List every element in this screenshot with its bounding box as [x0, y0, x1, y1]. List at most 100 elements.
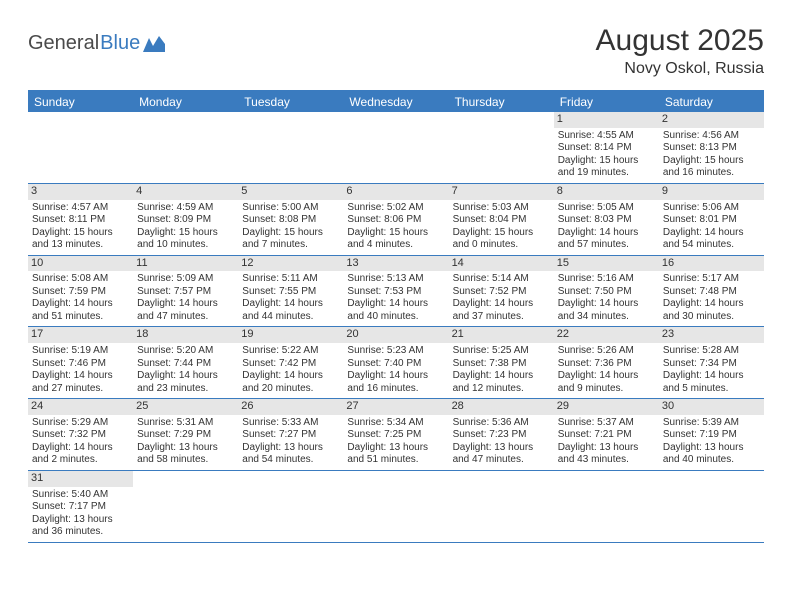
- daylight-line: Daylight: 14 hours and 44 minutes.: [242, 298, 339, 323]
- day-cell: 21Sunrise: 5:25 AMSunset: 7:38 PMDayligh…: [449, 327, 554, 398]
- sunset-line: Sunset: 7:27 PM: [242, 429, 339, 442]
- day-cell: [449, 112, 554, 183]
- day-number: 27: [343, 399, 448, 415]
- daylight-line: Daylight: 14 hours and 27 minutes.: [32, 370, 129, 395]
- day-number: 2: [659, 112, 764, 128]
- day-cell: 20Sunrise: 5:23 AMSunset: 7:40 PMDayligh…: [343, 327, 448, 398]
- day-cell: [238, 112, 343, 183]
- daylight-line: Daylight: 14 hours and 2 minutes.: [32, 442, 129, 467]
- daylight-line: Daylight: 14 hours and 16 minutes.: [347, 370, 444, 395]
- day-number: 4: [133, 184, 238, 200]
- day-cell: 28Sunrise: 5:36 AMSunset: 7:23 PMDayligh…: [449, 399, 554, 470]
- day-number: 5: [238, 184, 343, 200]
- sunset-line: Sunset: 7:42 PM: [242, 358, 339, 371]
- day-cell: 15Sunrise: 5:16 AMSunset: 7:50 PMDayligh…: [554, 256, 659, 327]
- day-cell: 18Sunrise: 5:20 AMSunset: 7:44 PMDayligh…: [133, 327, 238, 398]
- day-header: Sunday: [28, 92, 133, 112]
- sunset-line: Sunset: 7:52 PM: [453, 286, 550, 299]
- sunset-line: Sunset: 7:32 PM: [32, 429, 129, 442]
- day-number: 19: [238, 327, 343, 343]
- day-number: 14: [449, 256, 554, 272]
- day-cell: [449, 471, 554, 542]
- day-cell: [133, 471, 238, 542]
- daylight-line: Daylight: 14 hours and 57 minutes.: [558, 227, 655, 252]
- sunrise-line: Sunrise: 5:28 AM: [663, 345, 760, 358]
- sunrise-line: Sunrise: 5:37 AM: [558, 417, 655, 430]
- sunset-line: Sunset: 8:03 PM: [558, 214, 655, 227]
- week-row: 31Sunrise: 5:40 AMSunset: 7:17 PMDayligh…: [28, 471, 764, 543]
- daylight-line: Daylight: 15 hours and 7 minutes.: [242, 227, 339, 252]
- day-cell: 8Sunrise: 5:05 AMSunset: 8:03 PMDaylight…: [554, 184, 659, 255]
- sunrise-line: Sunrise: 5:29 AM: [32, 417, 129, 430]
- day-number: 22: [554, 327, 659, 343]
- day-number: 1: [554, 112, 659, 128]
- day-number: 17: [28, 327, 133, 343]
- weeks-container: 1Sunrise: 4:55 AMSunset: 8:14 PMDaylight…: [28, 112, 764, 543]
- daylight-line: Daylight: 14 hours and 34 minutes.: [558, 298, 655, 323]
- day-number: 8: [554, 184, 659, 200]
- day-number: 16: [659, 256, 764, 272]
- day-cell: [28, 112, 133, 183]
- sunrise-line: Sunrise: 5:22 AM: [242, 345, 339, 358]
- sunset-line: Sunset: 7:34 PM: [663, 358, 760, 371]
- sunrise-line: Sunrise: 5:19 AM: [32, 345, 129, 358]
- day-number: 24: [28, 399, 133, 415]
- day-cell: 4Sunrise: 4:59 AMSunset: 8:09 PMDaylight…: [133, 184, 238, 255]
- sunset-line: Sunset: 7:57 PM: [137, 286, 234, 299]
- daylight-line: Daylight: 14 hours and 51 minutes.: [32, 298, 129, 323]
- sunset-line: Sunset: 8:14 PM: [558, 142, 655, 155]
- daylight-line: Daylight: 13 hours and 36 minutes.: [32, 514, 129, 539]
- daylight-line: Daylight: 13 hours and 40 minutes.: [663, 442, 760, 467]
- sunset-line: Sunset: 7:38 PM: [453, 358, 550, 371]
- day-cell: 10Sunrise: 5:08 AMSunset: 7:59 PMDayligh…: [28, 256, 133, 327]
- sunset-line: Sunset: 8:11 PM: [32, 214, 129, 227]
- sunset-line: Sunset: 8:06 PM: [347, 214, 444, 227]
- sunrise-line: Sunrise: 5:31 AM: [137, 417, 234, 430]
- sunset-line: Sunset: 7:48 PM: [663, 286, 760, 299]
- day-header: Tuesday: [238, 92, 343, 112]
- sunset-line: Sunset: 7:46 PM: [32, 358, 129, 371]
- day-cell: 2Sunrise: 4:56 AMSunset: 8:13 PMDaylight…: [659, 112, 764, 183]
- day-cell: 5Sunrise: 5:00 AMSunset: 8:08 PMDaylight…: [238, 184, 343, 255]
- daylight-line: Daylight: 14 hours and 40 minutes.: [347, 298, 444, 323]
- day-cell: 16Sunrise: 5:17 AMSunset: 7:48 PMDayligh…: [659, 256, 764, 327]
- day-number: 15: [554, 256, 659, 272]
- sunset-line: Sunset: 7:55 PM: [242, 286, 339, 299]
- sunrise-line: Sunrise: 4:59 AM: [137, 202, 234, 215]
- sunset-line: Sunset: 7:25 PM: [347, 429, 444, 442]
- daylight-line: Daylight: 14 hours and 5 minutes.: [663, 370, 760, 395]
- daylight-line: Daylight: 15 hours and 0 minutes.: [453, 227, 550, 252]
- day-cell: 22Sunrise: 5:26 AMSunset: 7:36 PMDayligh…: [554, 327, 659, 398]
- daylight-line: Daylight: 14 hours and 30 minutes.: [663, 298, 760, 323]
- day-number: 26: [238, 399, 343, 415]
- daylight-line: Daylight: 13 hours and 58 minutes.: [137, 442, 234, 467]
- daylight-line: Daylight: 14 hours and 12 minutes.: [453, 370, 550, 395]
- sunrise-line: Sunrise: 5:08 AM: [32, 273, 129, 286]
- sunrise-line: Sunrise: 5:36 AM: [453, 417, 550, 430]
- day-cell: 13Sunrise: 5:13 AMSunset: 7:53 PMDayligh…: [343, 256, 448, 327]
- sunrise-line: Sunrise: 5:39 AM: [663, 417, 760, 430]
- day-header: Wednesday: [343, 92, 448, 112]
- day-cell: [659, 471, 764, 542]
- day-cell: 3Sunrise: 4:57 AMSunset: 8:11 PMDaylight…: [28, 184, 133, 255]
- day-cell: 24 Sunrise: 5:29 AMSunset: 7:32 PMDayligh…: [28, 399, 133, 470]
- daylight-line: Daylight: 13 hours and 43 minutes.: [558, 442, 655, 467]
- week-row: 3Sunrise: 4:57 AMSunset: 8:11 PMDaylight…: [28, 184, 764, 256]
- day-cell: 23Sunrise: 5:28 AMSunset: 7:34 PMDayligh…: [659, 327, 764, 398]
- day-number: 31: [28, 471, 133, 487]
- sunrise-line: Sunrise: 5:02 AM: [347, 202, 444, 215]
- day-number: 10: [28, 256, 133, 272]
- daylight-line: Daylight: 15 hours and 19 minutes.: [558, 155, 655, 180]
- day-number: 30: [659, 399, 764, 415]
- sunset-line: Sunset: 8:01 PM: [663, 214, 760, 227]
- logo-blue: Blue: [100, 32, 140, 55]
- day-header: Thursday: [449, 92, 554, 112]
- sunrise-line: Sunrise: 5:11 AM: [242, 273, 339, 286]
- sunrise-line: Sunrise: 5:25 AM: [453, 345, 550, 358]
- month-title: August 2025: [596, 24, 764, 58]
- day-cell: 31Sunrise: 5:40 AMSunset: 7:17 PMDayligh…: [28, 471, 133, 542]
- daylight-line: Daylight: 14 hours and 20 minutes.: [242, 370, 339, 395]
- day-cell: 17 Sunrise: 5:19 AMSunset: 7:46 PMDayligh…: [28, 327, 133, 398]
- day-number: 13: [343, 256, 448, 272]
- sunset-line: Sunset: 7:36 PM: [558, 358, 655, 371]
